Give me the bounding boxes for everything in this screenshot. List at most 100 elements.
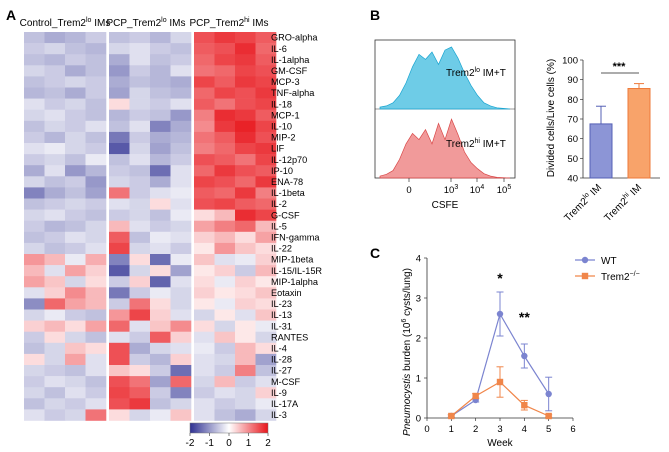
heatmap-cell [235, 54, 256, 66]
heatmap-cell [85, 353, 107, 366]
heatmap-cell [109, 198, 130, 210]
heatmap-cell [109, 342, 130, 355]
heatmap-cell [235, 32, 256, 44]
heatmap-cell [150, 209, 171, 221]
heatmap-cell [129, 331, 151, 344]
heatmap-cell [235, 143, 256, 155]
heatmap-cell [85, 254, 107, 266]
heatmap-cell [170, 98, 192, 110]
line-x-tick-label: 5 [546, 424, 551, 435]
heatmap-cell [24, 409, 45, 421]
heatmap-row-label: IL-2 [271, 199, 287, 209]
heatmap-cell [150, 265, 171, 277]
heatmap-cell [194, 365, 215, 377]
series-point [496, 310, 504, 318]
heatmap-cell [194, 120, 215, 133]
heatmap-cell [85, 198, 107, 210]
heatmap-cell [150, 342, 171, 355]
heatmap-cell [129, 120, 151, 133]
heatmap-cell [194, 187, 215, 199]
heatmap-cell [150, 231, 171, 244]
heatmap-cell [235, 198, 256, 210]
heatmap-cell [194, 398, 215, 410]
heatmap-cell [44, 376, 66, 388]
heatmap-cell [235, 353, 256, 366]
heatmap-cell [65, 387, 86, 399]
heatmap-cell [109, 143, 130, 155]
heatmap-cell [235, 87, 256, 99]
significance-annotation: * [497, 270, 503, 286]
histogram-tick-label: 0 [406, 185, 411, 196]
heatmap-cell [24, 165, 45, 177]
heatmap-cell [170, 87, 192, 99]
heatmap-cell [65, 76, 86, 88]
heatmap-cell [194, 54, 215, 66]
heatmap-cell [44, 131, 66, 144]
histogram-legend-hi: Trem2hi IM+T [446, 138, 506, 150]
heatmap-cell [235, 176, 256, 188]
heatmap-row-label: IL-28 [271, 355, 292, 365]
heatmap-cell [255, 109, 277, 122]
heatmap-cell [85, 220, 107, 233]
heatmap-cell [44, 242, 66, 255]
heatmap-cell [235, 242, 256, 255]
heatmap-cell [170, 165, 192, 177]
heatmap-cell [44, 276, 66, 288]
heatmap-row-label: IL-23 [271, 299, 292, 309]
heatmap-cell [109, 220, 130, 233]
heatmap-cell [129, 365, 151, 377]
heatmap-cell [235, 298, 256, 310]
heatmap-cell [65, 209, 86, 221]
heatmap-cell [85, 409, 107, 421]
heatmap-cell [109, 242, 130, 255]
heatmap-cell [44, 409, 66, 421]
heatmap-cell [109, 265, 130, 277]
heatmap-cell [170, 342, 192, 355]
heatmap-cell [44, 76, 66, 88]
heatmap-cell [235, 342, 256, 355]
heatmap-cell [170, 109, 192, 122]
heatmap-cell [129, 187, 151, 199]
heatmap-cell [150, 143, 171, 155]
legend-marker-ko [581, 272, 589, 280]
series-point [496, 378, 504, 386]
heatmap-cell [170, 320, 192, 332]
heatmap-cell [65, 43, 86, 55]
heatmap-cell [170, 220, 192, 233]
heatmap-cell [24, 298, 45, 310]
heatmap-cell [150, 165, 171, 177]
heatmap-cell [194, 265, 215, 277]
heatmap-cell [24, 131, 45, 144]
heatmap-cell [150, 353, 171, 366]
histogram-tick-label: 103 [444, 184, 459, 196]
heatmap-cell [44, 265, 66, 277]
heatmap-cell [255, 265, 277, 277]
heatmap-cell [65, 87, 86, 99]
heatmap-cell [65, 65, 86, 77]
heatmap-cell [24, 254, 45, 266]
heatmap-row-label: IP-10 [271, 166, 293, 176]
heatmap-cell [255, 43, 277, 55]
bar [589, 123, 613, 179]
heatmap-cell [214, 265, 236, 277]
bar-y-tick-label: 50 [567, 154, 578, 165]
heatmap-cell [214, 109, 236, 122]
heatmap-row-label: IL-3 [271, 410, 287, 420]
line-x-tick-label: 6 [570, 424, 575, 435]
heatmap-cell [255, 231, 277, 244]
heatmap-cell [24, 32, 45, 44]
bar-y-tick-label: 90 [567, 75, 578, 86]
heatmap-cell [194, 242, 215, 255]
line-y-tick-label: 3 [416, 294, 421, 305]
heatmap-row-label: MCP-3 [271, 77, 300, 87]
heatmap-cell [24, 120, 45, 133]
heatmap-cell [109, 287, 130, 299]
series-point [521, 352, 528, 360]
heatmap-cell [65, 98, 86, 110]
heatmap-cell [24, 265, 45, 277]
heatmap-cell [129, 398, 151, 410]
heatmap-cell [255, 176, 277, 188]
heatmap-cell [129, 242, 151, 255]
heatmap-cell [65, 165, 86, 177]
heatmap-cell [129, 43, 151, 55]
